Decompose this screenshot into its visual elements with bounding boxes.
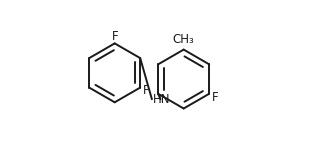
Text: F: F: [111, 30, 118, 43]
Text: CH₃: CH₃: [173, 33, 195, 46]
Text: F: F: [143, 84, 149, 97]
Text: F: F: [211, 91, 218, 104]
Text: HN: HN: [153, 93, 170, 106]
